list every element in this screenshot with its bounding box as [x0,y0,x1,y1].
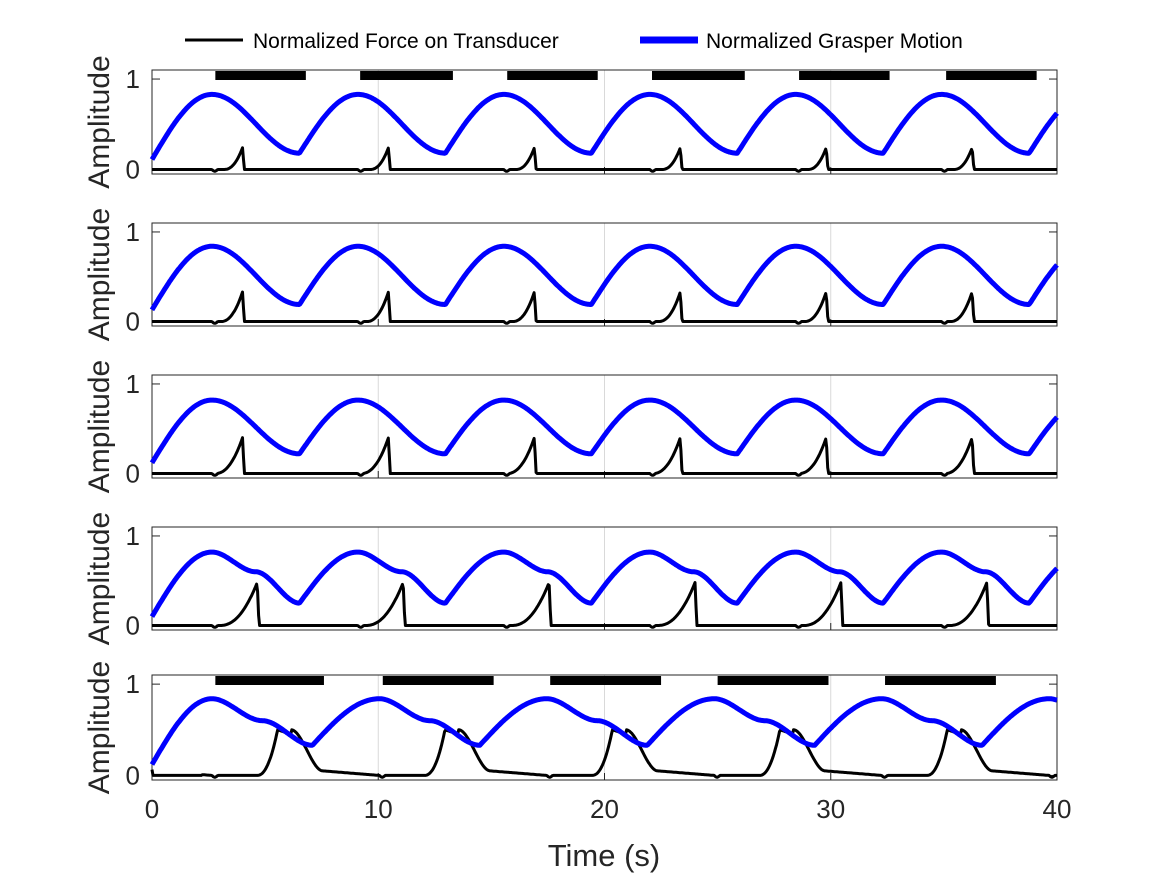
y-tick-label: 1 [126,64,140,94]
motion-series-line [149,549,1059,618]
y-tick-label: 0 [126,760,140,790]
panel-5: 0 1 Amplitude [83,661,1059,794]
x-axis-label: Time (s) [548,838,661,873]
x-tick-label: 30 [816,794,845,824]
phase-bar-on [799,71,890,80]
phase-bar-on [215,676,324,685]
phase-bar-on [652,71,745,80]
force-series-line [151,581,1058,629]
force-series-line [151,146,1058,173]
x-tick-label: 10 [364,794,393,824]
y-tick-label: 1 [126,369,140,399]
panel-2: 0 1 Amplitude [83,208,1059,341]
y-tick-label: 0 [126,307,140,337]
y-axis-label: Amplitude [83,208,116,341]
y-tick-label: 1 [126,217,140,247]
y-axis-label: Amplitude [83,360,116,493]
panels: 0 1 Amplitude 0 1 Amplitude 0 1 Amplitude 0 1 Ampli… [83,55,1071,824]
y-tick-label: 0 [126,154,140,184]
panel-4: 0 1 Amplitude [83,512,1059,645]
force-series-line [151,290,1058,325]
motion-series-line [149,397,1059,465]
y-tick-label: 1 [126,521,140,551]
panel-1: 0 1 Amplitude [83,55,1059,189]
phase-bar-on [382,676,494,685]
phase-bar-on [550,676,662,685]
phase-bar-on [717,676,829,685]
y-axis-label: Amplitude [83,661,116,794]
phase-bar-on [360,71,453,80]
y-axis-label: Amplitude [83,55,116,188]
force-series-line [151,436,1058,477]
panel-3: 0 1 Amplitude [83,360,1059,493]
phase-bar-on [946,71,1037,80]
legend-force-label: Normalized Force on Transducer [253,30,559,53]
motion-series-line [149,696,1059,766]
y-axis-label: Amplitude [83,512,116,645]
y-tick-label: 1 [126,669,140,699]
x-tick-label: 0 [145,794,159,824]
y-tick-label: 0 [126,611,140,641]
motion-series-line [149,243,1059,312]
legend-motion-label: Normalized Grasper Motion [706,30,963,53]
x-tick-label: 20 [590,794,619,824]
phase-bar-on [215,71,306,80]
motion-series-line [149,91,1059,161]
x-tick-label: 40 [1043,794,1072,824]
y-tick-label: 0 [126,459,140,489]
phase-bar-on [507,71,598,80]
phase-bar-on [885,676,996,685]
legend: Normalized Force on Transducer Normalize… [185,30,963,53]
